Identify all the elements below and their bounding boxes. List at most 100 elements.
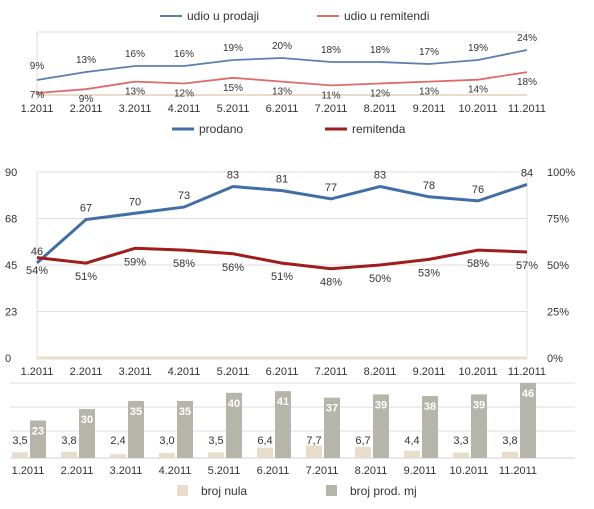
chart3-x-tick-5: 6.2011 xyxy=(257,465,290,477)
chart2-x-tick-6: 7.2011 xyxy=(315,366,348,378)
chart2-y-left-tick-0: 0 xyxy=(5,353,11,365)
chart3-bar-nula-3 xyxy=(159,453,175,458)
chart2-series-line-0 xyxy=(36,182,528,265)
chart1-x-tick-2: 3.2011 xyxy=(119,103,152,115)
chart1-data-label-1-8: 13% xyxy=(419,87,439,98)
chart3-bar-prod-3 xyxy=(177,400,193,458)
chart3-data-label-nula-8: 4,4 xyxy=(404,435,419,447)
chart2-x-tick-3: 4.2011 xyxy=(168,366,201,378)
chart3-data-label-prod-9: 39 xyxy=(473,399,485,411)
chart3-bar-nula-0 xyxy=(12,452,28,458)
chart3-bar-nula-2 xyxy=(110,454,126,458)
chart2-y-right-tick-2: 50% xyxy=(547,260,569,272)
chart3-data-label-nula-4: 3,5 xyxy=(208,435,223,447)
chart3-x-tick-6: 7.2011 xyxy=(306,465,339,477)
chart3-bar-prod-0 xyxy=(30,420,46,458)
chart2-legend-label-0: prodano xyxy=(199,122,243,136)
chart1-data-label-0-2: 16% xyxy=(125,49,145,60)
chart1-data-label-0-10: 24% xyxy=(517,33,537,44)
chart3-data-label-nula-2: 2,4 xyxy=(110,435,125,447)
chart2-x-tick-10: 11.2011 xyxy=(508,366,546,378)
chart2-data-label-0-0: 46 xyxy=(31,246,43,258)
chart2-data-label-0-8: 78 xyxy=(423,180,435,192)
chart3-bar-prod-7 xyxy=(373,394,389,458)
chart1-legend-label-1: udio u remitendi xyxy=(344,9,429,23)
chart3-data-label-prod-8: 38 xyxy=(424,401,436,413)
chart2-x-tick-9: 10.2011 xyxy=(459,366,498,378)
chart2-data-label-0-7: 83 xyxy=(374,169,386,181)
chart3-data-label-prod-6: 37 xyxy=(326,403,338,415)
chart3-bar-prod-4 xyxy=(226,392,242,458)
chart2-x-tick-8: 9.2011 xyxy=(413,366,446,378)
chart3-x-tick-3: 4.2011 xyxy=(159,465,192,477)
chart2-y-left-tick-2: 45 xyxy=(5,260,17,272)
chart3-legend-label-0: broj nula xyxy=(201,484,247,498)
chart3-data-label-prod-0: 23 xyxy=(32,426,44,438)
chart1-x-tick-1: 2.2011 xyxy=(70,103,103,115)
chart3-bar-prod-8 xyxy=(422,396,438,458)
chart1-x-tick-7: 8.2011 xyxy=(364,103,397,115)
chart2-data-label-0-4: 83 xyxy=(227,169,239,181)
chart2-x-tick-0: 1.2011 xyxy=(21,366,54,378)
chart2-y-right-tick-0: 0% xyxy=(547,353,563,365)
chart1-data-label-1-7: 12% xyxy=(370,89,390,100)
chart2-data-label-1-2: 59% xyxy=(124,256,146,268)
chart2-data-label-1-10: 57% xyxy=(516,260,538,272)
chart2-data-label-0-9: 76 xyxy=(472,184,484,196)
chart3-bar-nula-6 xyxy=(306,445,322,458)
chart3-data-label-prod-3: 35 xyxy=(179,406,191,418)
chart3-x-tick-4: 5.2011 xyxy=(208,465,241,477)
chart1-data-label-1-1: 9% xyxy=(79,94,94,105)
chart3-x-tick-0: 1.2011 xyxy=(12,465,45,477)
chart1-data-label-0-6: 18% xyxy=(321,45,341,56)
chart1-data-label-1-4: 15% xyxy=(223,83,243,94)
chart1-legend-label-0: udio u prodaji xyxy=(187,9,259,23)
chart3-legend-label-1: broj prod. mj xyxy=(350,484,417,498)
chart2-x-tick-2: 3.2011 xyxy=(119,366,152,378)
chart2-data-label-0-6: 77 xyxy=(325,182,337,194)
chart3-bar-prod-5 xyxy=(275,391,291,458)
chart3-bar-prod-6 xyxy=(324,397,340,458)
chart3-bar-prod-9 xyxy=(471,394,487,458)
chart3-data-label-nula-3: 3,0 xyxy=(159,435,174,447)
chart1-data-label-1-5: 13% xyxy=(272,87,292,98)
chart2-series-line-1 xyxy=(36,246,528,271)
chart3-data-label-prod-2: 35 xyxy=(130,406,142,418)
chart2-data-label-1-6: 48% xyxy=(320,277,342,289)
chart3-x-tick-10: 11.2011 xyxy=(499,465,537,477)
chart3-bar-nula-7 xyxy=(355,447,371,458)
chart1-data-label-0-0: 9% xyxy=(30,61,45,72)
chart2-y-right-tick-1: 25% xyxy=(547,307,569,319)
chart1-data-label-0-9: 19% xyxy=(468,43,488,54)
chart1-x-tick-0: 1.2011 xyxy=(21,103,54,115)
counts-bar-chart: 3,5 23 1.2011 3,8 30 2.2011 2,4 35 3.2011 3,0 35 4.… xyxy=(10,382,575,498)
chart2-x-tick-7: 8.2011 xyxy=(364,366,397,378)
chart3-data-label-nula-6: 7,7 xyxy=(306,435,321,447)
chart1-data-label-1-3: 12% xyxy=(174,89,194,100)
chart1-x-tick-3: 4.2011 xyxy=(168,103,201,115)
chart3-bar-nula-1 xyxy=(61,451,77,458)
chart2-data-label-1-7: 50% xyxy=(369,273,391,285)
chart1-data-label-0-4: 19% xyxy=(223,43,243,54)
chart2-data-label-0-1: 67 xyxy=(80,203,92,215)
chart1-series-line-0 xyxy=(36,49,528,81)
chart1-x-tick-9: 10.2011 xyxy=(459,103,498,115)
chart2-y-left-tick-3: 68 xyxy=(5,214,17,226)
chart2-x-tick-1: 2.2011 xyxy=(70,366,103,378)
chart3-data-label-nula-7: 6,7 xyxy=(355,435,370,447)
chart2-y-right-tick-3: 75% xyxy=(547,214,569,226)
chart3-data-label-prod-10: 46 xyxy=(522,388,534,400)
chart1-data-label-0-3: 16% xyxy=(174,49,194,60)
chart1-x-tick-5: 6.2011 xyxy=(266,103,299,115)
chart1-data-label-1-2: 13% xyxy=(125,87,145,98)
chart3-x-tick-8: 9.2011 xyxy=(404,465,437,477)
chart1-data-label-0-1: 13% xyxy=(76,55,96,66)
chart2-data-label-1-9: 58% xyxy=(467,258,489,270)
chart2-data-label-1-0: 54% xyxy=(26,265,48,277)
chart3-bar-prod-1 xyxy=(79,409,95,458)
chart1-data-label-0-8: 17% xyxy=(419,47,439,58)
chart3-data-label-nula-9: 3,3 xyxy=(453,435,468,447)
chart2-data-label-0-5: 81 xyxy=(276,174,288,186)
chart1-data-label-0-7: 18% xyxy=(370,45,390,56)
